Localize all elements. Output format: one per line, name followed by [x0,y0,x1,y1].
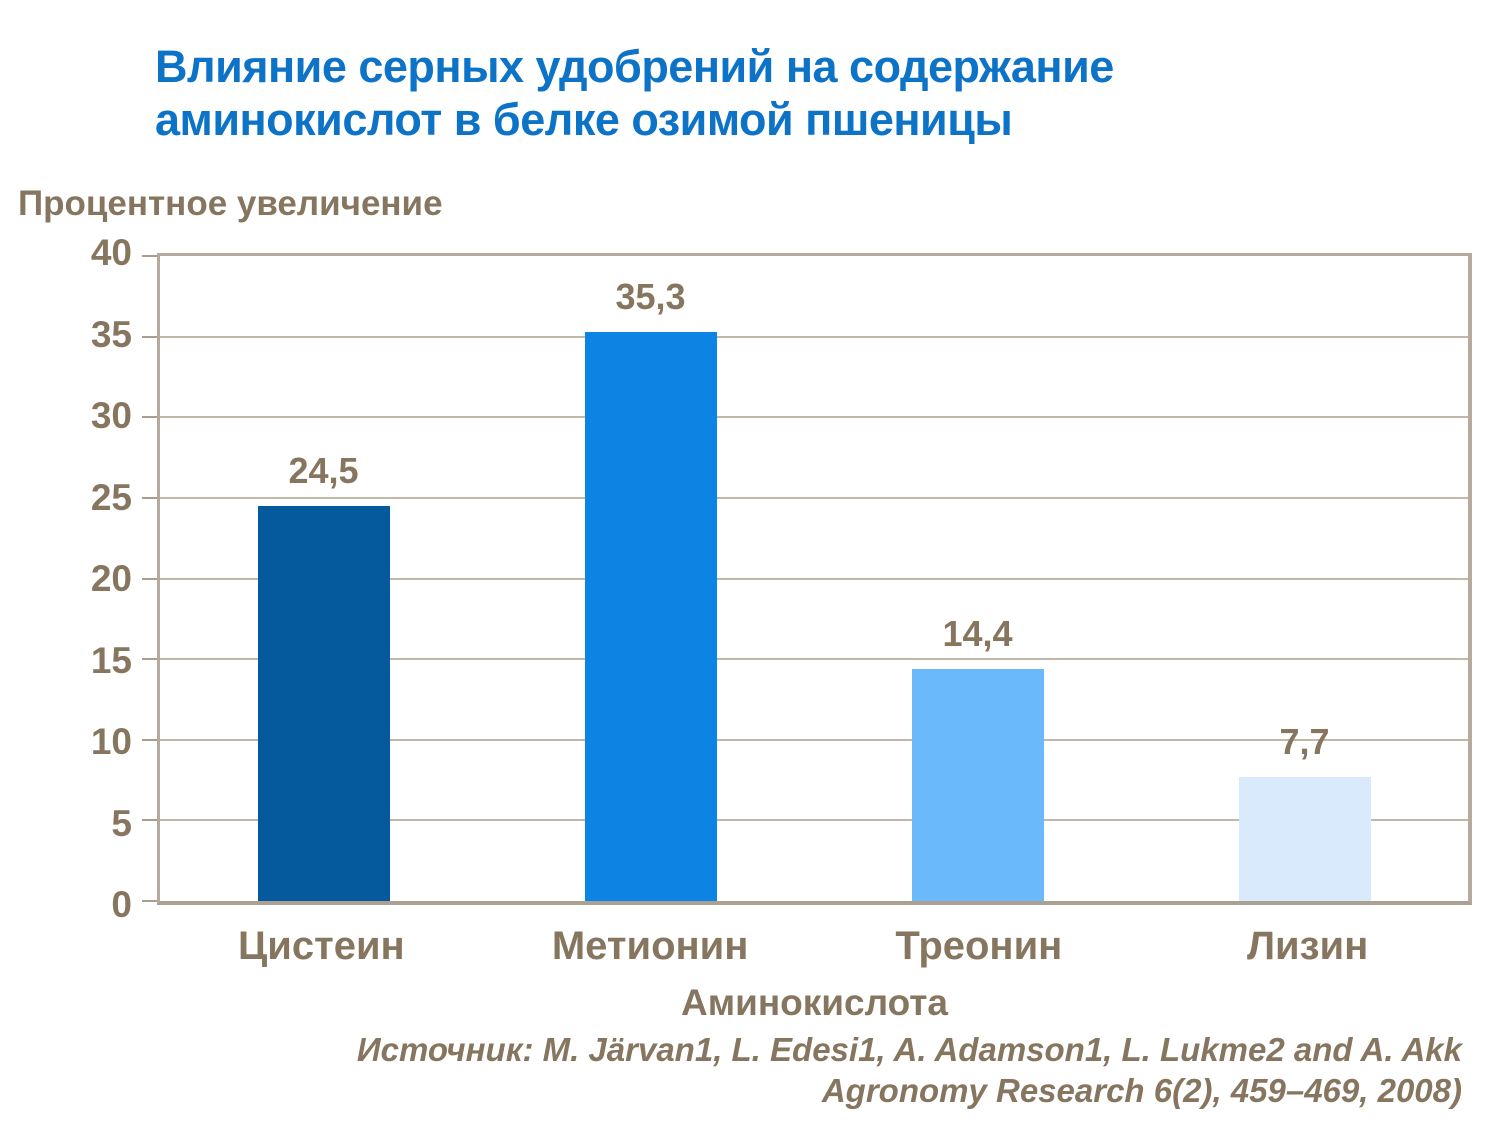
bar-value-label-метионин: 35,3 [615,275,686,317]
gridline-y-5 [160,819,1468,822]
y-tick-label-10: 10 [90,721,132,762]
y-tick-mark-25 [142,496,157,499]
source-line-1: Источник: M. Järvan1, L. Edesi1, A. Adam… [356,1031,1462,1068]
y-axis-tick-labels: 0 5 10 15 20 25 30 35 40 [0,232,132,925]
y-tick-mark-15 [142,658,157,661]
bar-треонин [911,668,1044,901]
bar-value-label-треонин: 14,4 [942,612,1013,654]
y-tick-label-25: 25 [90,476,132,518]
y-tick-label-35: 35 [90,313,132,355]
x-axis-title: Аминокислота [680,982,949,1023]
bar-метионин [584,331,717,901]
y-tick-label-15: 15 [90,639,132,681]
y-tick-mark-0 [142,900,157,902]
page-title: Влияние серных удобрений на содержание а… [155,41,1114,146]
source-citation: Источник: M. Järvan1, L. Edesi1, A. Adam… [262,1030,1462,1112]
y-axis-title: Процентное увеличение [18,184,443,223]
x-category-label-треонин: Треонин [895,924,1063,968]
gridline-y-10 [160,738,1468,741]
y-tick-label-0: 0 [111,884,132,925]
y-tick-mark-5 [142,819,157,822]
gridline-y-20 [160,577,1468,580]
y-tick-label-40: 40 [90,232,132,273]
x-category-label-метионин: Метионин [551,924,749,968]
gridline-y-25 [160,496,1468,499]
x-axis-category-labels: Цистеин Метионин Треонин Лизин [157,924,1472,976]
y-tick-label-5: 5 [111,802,132,844]
gridline-y-35 [160,335,1468,338]
y-tick-mark-20 [142,577,157,580]
y-tick-mark-35 [142,335,157,338]
gridline-y-30 [160,416,1468,419]
x-category-label-лизин: Лизин [1246,924,1369,968]
bar-лизин [1238,776,1371,901]
y-tick-mark-10 [142,738,157,741]
x-category-label-цистеин: Цистеин [238,924,405,968]
y-tick-label-20: 20 [90,558,132,599]
y-tick-mark-30 [142,416,157,419]
y-tick-label-30: 30 [90,395,132,436]
bar-цистеин [257,505,390,901]
gridline-y-15 [160,658,1468,661]
source-line-2: Agronomy Research 6(2), 459–469, 2008) [821,1071,1462,1109]
bar-value-label-лизин: 7,7 [1279,720,1330,762]
plot-area: 24,5 35,3 14,4 7,7 [142,253,1472,905]
bar-value-label-цистеин: 24,5 [288,449,359,491]
y-tick-mark-40 [142,255,157,257]
